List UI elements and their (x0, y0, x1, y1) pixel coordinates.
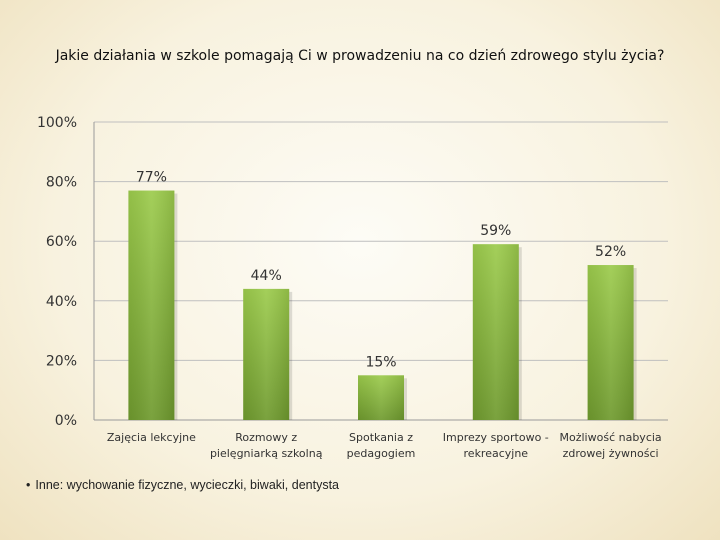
x-tick-label: Zajęcia lekcyjne (107, 431, 196, 444)
x-tick-label: Imprezy sportowo - (443, 431, 549, 444)
x-tick-label: rekreacyjne (464, 447, 529, 460)
chart-title: Jakie działania w szkole pomagają Ci w p… (55, 48, 665, 64)
data-label: 15% (365, 354, 396, 370)
x-tick-label: zdrowej żywności (563, 447, 659, 460)
y-tick-label: 0% (55, 413, 77, 429)
data-label: 52% (595, 244, 626, 260)
data-label: 59% (480, 223, 511, 239)
bar-highlight (243, 288, 290, 420)
bar-highlight (128, 190, 175, 420)
bar-highlight (358, 375, 404, 420)
bar-highlight (472, 244, 519, 420)
y-tick-label: 20% (46, 353, 77, 369)
data-label: 44% (251, 268, 282, 284)
y-tick-label: 40% (46, 294, 77, 310)
x-tick-label: pedagogiem (347, 447, 416, 460)
data-label: 77% (136, 170, 167, 186)
x-tick-label: Spotkania z (349, 431, 413, 444)
y-tick-label: 80% (46, 175, 77, 191)
y-tick-label: 100% (37, 115, 77, 131)
labels: 0% 20% 40% 60% 80% 100% 77% Zajęcia lekcyjne 44%… (37, 115, 662, 460)
bar-highlight (587, 265, 634, 420)
footnote-text: Inne: wychowanie fizyczne, wycieczki, bi… (35, 478, 339, 492)
x-tick-label: Rozmowy z (235, 431, 297, 444)
gridlines (94, 121, 668, 361)
x-tick-label: pielęgniarką szkolną (210, 447, 323, 460)
bars (128, 190, 637, 420)
footnote-bullet: • (26, 478, 31, 492)
y-tick-label: 60% (46, 234, 77, 250)
x-tick-label: Możliwość nabycia (560, 431, 662, 444)
footnote: • Inne: wychowanie fizyczne, wycieczki, b… (26, 478, 339, 492)
